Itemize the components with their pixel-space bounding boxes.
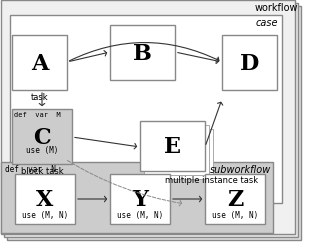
Text: X: X <box>36 188 54 210</box>
Text: D: D <box>240 52 259 74</box>
Text: use (M): use (M) <box>26 145 58 154</box>
Bar <box>12 36 67 91</box>
Text: use (M, N): use (M, N) <box>212 210 258 219</box>
Bar <box>15 174 75 224</box>
Text: Y: Y <box>132 188 148 210</box>
Text: E: E <box>164 136 181 158</box>
Text: B: B <box>133 42 152 64</box>
Bar <box>205 174 265 224</box>
Text: def  var  N: def var N <box>5 164 56 173</box>
Bar <box>10 16 282 203</box>
Text: task: task <box>31 93 49 102</box>
Text: Z: Z <box>227 188 243 210</box>
Text: use (M, N): use (M, N) <box>22 210 68 219</box>
Text: A: A <box>31 52 48 74</box>
Bar <box>148 130 213 179</box>
Bar <box>1 162 273 233</box>
Bar <box>140 121 205 171</box>
Text: case: case <box>255 18 278 28</box>
Bar <box>12 110 72 164</box>
Text: C: C <box>33 126 51 148</box>
Text: use (M, N): use (M, N) <box>117 210 163 219</box>
Bar <box>110 26 175 81</box>
Text: multiple instance task: multiple instance task <box>165 175 258 184</box>
Text: block task: block task <box>21 166 63 175</box>
Bar <box>222 36 277 91</box>
Text: workflow: workflow <box>255 3 298 13</box>
Bar <box>144 125 209 175</box>
Bar <box>110 174 170 224</box>
Text: def  var  M: def var M <box>14 112 61 117</box>
Text: subworkflow: subworkflow <box>210 164 271 174</box>
